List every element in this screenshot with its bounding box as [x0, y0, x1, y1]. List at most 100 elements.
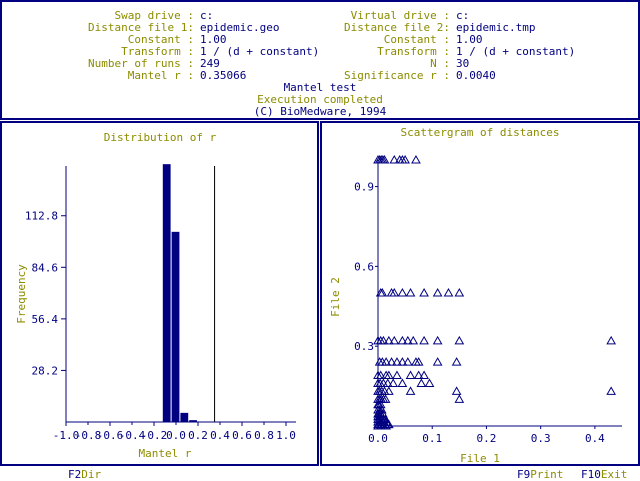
param-label: Swap drive : — [114, 9, 194, 22]
histogram-panel — [0, 121, 319, 466]
param-label: Significance r : — [344, 69, 450, 82]
scatter-point — [389, 287, 400, 297]
scatter-point — [419, 335, 429, 345]
param-value: 1.00 — [200, 33, 227, 46]
scatter-point — [451, 386, 462, 395]
f9-label: Print — [530, 468, 564, 481]
scatter-point — [375, 370, 386, 379]
histogram-title: Distribution of r — [104, 131, 217, 144]
scatter-point — [400, 154, 410, 164]
scatter-point — [606, 335, 617, 345]
scatter-point — [405, 370, 416, 379]
param-value: c: — [456, 9, 470, 22]
histogram-y-tick-label: 84.6 — [32, 261, 59, 274]
histogram-x-minor-tick-label: -0.4 — [119, 429, 146, 442]
scatter-point — [379, 154, 390, 164]
scatter-x-tick-label: 0.3 — [531, 432, 551, 445]
histogram-x-tick-label: 0.2 — [188, 429, 208, 442]
f2-dir-key[interactable]: F2Dir — [68, 469, 101, 481]
histogram-x-tick-label: -0.2 — [141, 429, 168, 442]
scatter-point — [411, 154, 421, 164]
param-label: Transform : — [121, 45, 194, 58]
param-label: Constant : — [383, 33, 450, 46]
scatter-point — [383, 370, 394, 379]
param-value: 0.35066 — [200, 69, 247, 82]
param-label: Distance file 1: — [88, 21, 194, 34]
scatter-point — [392, 357, 402, 366]
scatter-point — [380, 394, 391, 403]
scatter-point — [413, 357, 424, 366]
scatter-point — [451, 357, 462, 366]
scatter-title: Scattergram of distances — [401, 126, 560, 139]
test-name: Mantel test — [283, 81, 357, 94]
param-label: Constant : — [127, 33, 194, 46]
scatter-point — [381, 420, 391, 430]
histogram-bar — [162, 164, 171, 422]
param-label: Transform : — [377, 45, 450, 58]
scatter-point — [443, 287, 454, 297]
f2-key: F2 — [68, 468, 82, 481]
param-label: N : — [430, 57, 450, 70]
scatter-point — [454, 394, 465, 403]
scatter-point — [416, 378, 427, 387]
scatter-point — [397, 378, 408, 387]
scatter-point — [397, 287, 408, 297]
histogram-x-minor-tick-label: 0.4 — [210, 429, 230, 442]
f9-key: F9 — [517, 468, 531, 481]
scatter-x-tick-label: 0.4 — [585, 432, 605, 445]
scatter-point — [383, 335, 394, 345]
f10-label: Exit — [600, 468, 628, 481]
scatter-y-label: File 2 — [329, 277, 342, 317]
param-value: 1 / (d + constant) — [456, 45, 576, 58]
histogram-x-minor-tick-label: -0.8 — [75, 429, 102, 442]
status-text: Execution completed — [257, 93, 383, 106]
param-label: Distance file 2: — [344, 21, 450, 34]
scatter-y-tick-label: 0.9 — [354, 181, 374, 194]
scatter-point — [397, 335, 408, 345]
f10-exit-key[interactable]: F10Exit — [581, 469, 627, 481]
scatter-point — [397, 357, 408, 366]
histogram-x-tick-label: 1.0 — [276, 429, 296, 442]
scatter-point — [377, 287, 388, 297]
scatter-point — [383, 386, 394, 395]
param-value: epidemic.geo — [200, 21, 280, 34]
histogram-x-tick-label: -1.0 — [53, 429, 80, 442]
histogram-x-tick-label: 0.6 — [232, 429, 252, 442]
scatter-y-tick-label: 0.6 — [354, 260, 374, 273]
scatter-point — [386, 357, 397, 366]
scatter-point — [432, 335, 443, 345]
histogram-y-tick-label: 28.2 — [32, 364, 59, 377]
param-value: 0.0040 — [456, 69, 496, 82]
results-header-panel — [0, 0, 640, 120]
scatter-point — [388, 378, 399, 387]
scatter-point — [419, 287, 429, 297]
param-value: c: — [200, 9, 214, 22]
scatter-panel — [320, 121, 640, 466]
scatter-y-tick-label: 0.3 — [354, 340, 374, 353]
histogram-y-tick-label: 112.8 — [25, 210, 58, 223]
histogram-x-minor-tick-label: 0.0 — [166, 429, 186, 442]
scatter-x-tick-label: 0.0 — [368, 432, 388, 445]
scatter-point — [392, 370, 402, 379]
scatter-point — [432, 357, 443, 366]
param-value: 1.00 — [456, 33, 483, 46]
scatter-point — [389, 154, 400, 164]
scatter-point — [454, 335, 465, 345]
histogram-bar — [189, 420, 197, 422]
scatter-point — [402, 335, 413, 345]
histogram-x-minor-tick-label: 0.8 — [254, 429, 274, 442]
scatter-x-label: File 1 — [460, 452, 500, 465]
scatter-point — [402, 357, 413, 366]
scatter-point — [413, 370, 424, 379]
param-label: Virtual drive : — [350, 9, 450, 22]
histogram-y-tick-label: 56.4 — [32, 313, 59, 326]
scatter-point — [408, 335, 419, 345]
histogram-y-label: Frequency — [15, 264, 28, 324]
f9-print-key[interactable]: F9Print — [517, 469, 563, 481]
param-value: 30 — [456, 57, 470, 70]
scatter-point — [419, 370, 429, 379]
histogram-x-label: Mantel r — [139, 447, 192, 460]
histogram-bar — [171, 231, 180, 422]
